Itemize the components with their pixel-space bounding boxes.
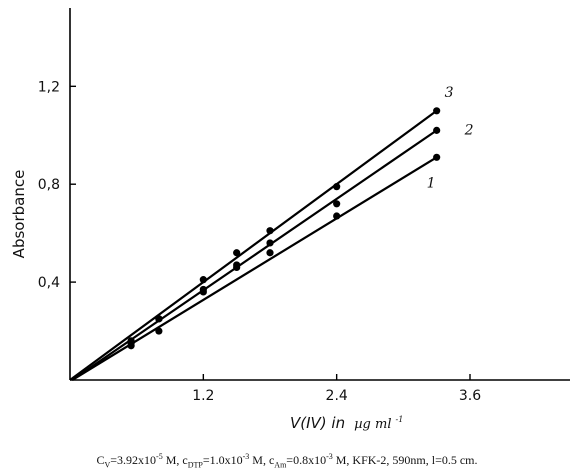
data-point-series-3: [155, 315, 163, 323]
caption-part: M, c: [249, 453, 275, 467]
data-point-series-2: [233, 261, 241, 269]
series-line-1: [71, 156, 438, 381]
x-axis-unit-superscript: -1: [395, 415, 403, 424]
caption-part: =1.0x10: [202, 453, 243, 467]
data-point-series-2: [433, 126, 441, 134]
caption-sup: -3: [326, 452, 333, 461]
x-axis-title-main: V(IV) in: [290, 414, 345, 432]
caption-part: M, c: [162, 453, 188, 467]
series-line-2: [71, 129, 438, 381]
y-tick-label: 0,8: [38, 177, 60, 193]
x-tick-label: 2.4: [326, 388, 348, 404]
data-point-series-1: [333, 212, 341, 220]
series-labels: 1 2 3: [427, 85, 474, 192]
y-axis-title: Absorbance: [10, 170, 28, 259]
data-point-series-1: [155, 327, 163, 335]
x-tick-label: 1.2: [192, 388, 214, 404]
caption-part: =3.92x10: [110, 453, 157, 467]
series-line-3: [69, 109, 438, 381]
y-tick-label: 0,4: [38, 275, 60, 291]
data-point-series-3: [333, 183, 341, 191]
data-point-series-3: [233, 249, 241, 257]
data-point-series-1: [433, 153, 441, 161]
chart-plot: 1.2 2.4 3.6 0,4 0,8 1,2 1 2 3 Absorbance V(IV) …: [10, 8, 570, 432]
caption-sub: DTP: [187, 460, 203, 470]
axes: [69, 8, 570, 381]
series-label-3: 3: [445, 85, 454, 101]
fit-lines: [69, 109, 438, 381]
caption-sup: -5: [156, 452, 163, 461]
data-point-series-2: [266, 239, 274, 247]
data-points: [127, 107, 441, 350]
data-point-series-1: [266, 249, 274, 257]
caption-part: =0.8x10: [286, 453, 327, 467]
caption-sup: -3: [242, 452, 250, 461]
x-tick-label: 3.6: [459, 388, 481, 404]
figure-caption: CV=3.92x10-5 M, cDTP=1.0x10-3 M, cAm=0.8…: [0, 452, 574, 469]
data-point-series-3: [199, 276, 207, 284]
caption-part: C: [96, 453, 105, 467]
caption-sub: V: [104, 460, 111, 470]
x-axis-unit: µg ml: [354, 417, 391, 432]
axis-ticks: 1.2 2.4 3.6 0,4 0,8 1,2: [38, 79, 481, 404]
y-tick-label: 1,2: [38, 79, 60, 95]
caption-part: M, KFK-2, 590nm, l=0.5 cm.: [332, 453, 478, 467]
x-axis-title: V(IV) in µg ml -1: [290, 414, 403, 432]
data-point-series-2: [199, 285, 207, 294]
series-label-2: 2: [464, 122, 474, 138]
data-point-series-3: [266, 227, 274, 235]
data-point-series-3: [433, 107, 441, 115]
series-label-1: 1: [427, 175, 436, 191]
caption-sub: Am: [274, 460, 287, 470]
data-point-series-2: [333, 200, 341, 208]
data-point-series-3: [127, 337, 135, 345]
